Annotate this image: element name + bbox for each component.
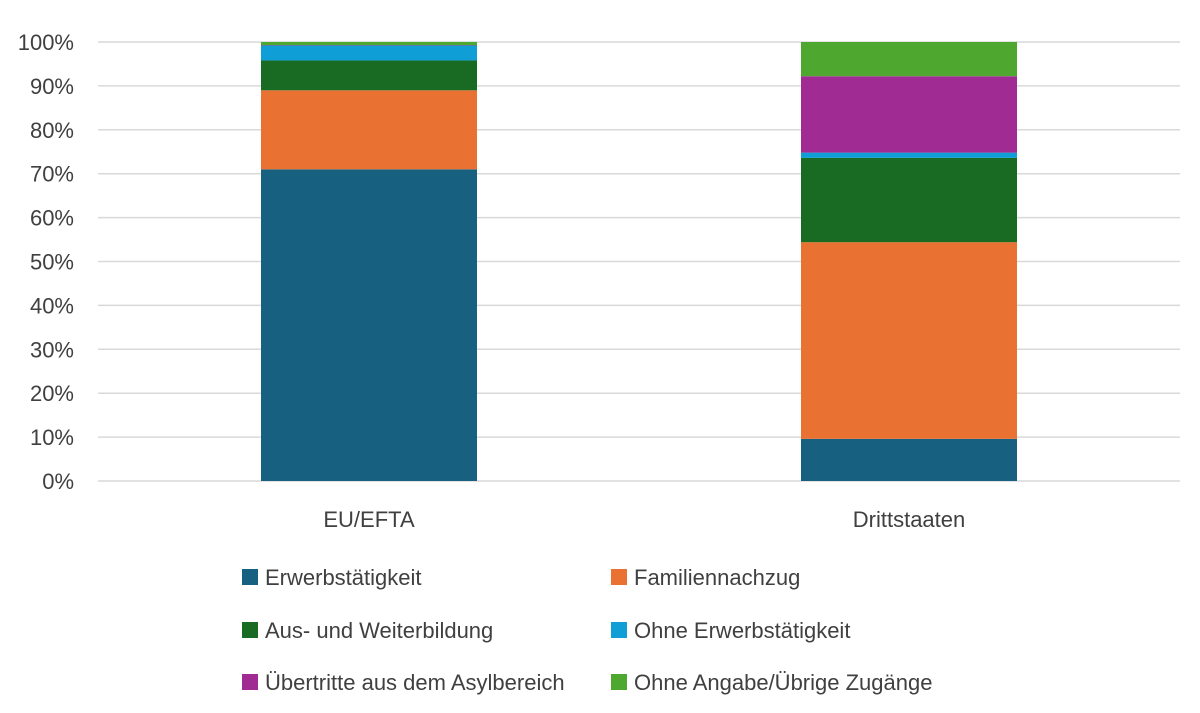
y-tick-label: 70% bbox=[30, 162, 74, 187]
legend-item: Erwerbstätigkeit bbox=[242, 565, 422, 590]
legend-item: Übertritte aus dem Asylbereich bbox=[242, 670, 565, 695]
y-tick-label: 30% bbox=[30, 337, 74, 362]
legend-swatch bbox=[611, 674, 627, 690]
bar-segment bbox=[261, 90, 477, 170]
bar-segment bbox=[801, 242, 1017, 439]
bar-segment bbox=[261, 169, 477, 481]
y-tick-label: 0% bbox=[42, 469, 74, 494]
bar-segment bbox=[801, 438, 1017, 481]
bar-segment bbox=[261, 45, 477, 61]
legend-label: Aus- und Weiterbildung bbox=[265, 618, 493, 643]
bar-segment bbox=[801, 42, 1017, 77]
legend-item: Ohne Erwerbstätigkeit bbox=[611, 618, 850, 643]
legend-swatch bbox=[611, 569, 627, 585]
bar-stack-2 bbox=[801, 42, 1017, 481]
bar-segment bbox=[801, 76, 1017, 153]
legend-label: Ohne Erwerbstätigkeit bbox=[634, 618, 850, 643]
y-tick-label: 80% bbox=[30, 118, 74, 143]
y-tick-label: 90% bbox=[30, 74, 74, 99]
y-axis-tick-labels: 0% 10% 20% 30% 40% 50% 60% 70% 80% 90% 100% bbox=[18, 30, 74, 494]
x-tick-label: Drittstaaten bbox=[853, 507, 966, 532]
legend-item: Ohne Angabe/Übrige Zugänge bbox=[611, 670, 932, 695]
legend-item: Familiennachzug bbox=[611, 565, 800, 590]
gridlines bbox=[98, 41, 1180, 482]
legend-label: Ohne Angabe/Übrige Zugänge bbox=[634, 670, 932, 695]
bar-segment bbox=[261, 42, 477, 46]
legend-item: Aus- und Weiterbildung bbox=[242, 618, 493, 643]
y-tick-label: 60% bbox=[30, 206, 74, 231]
legend-swatch bbox=[611, 622, 627, 638]
legend-swatch bbox=[242, 674, 258, 690]
bar-segment bbox=[261, 60, 477, 91]
bar-stack-1 bbox=[261, 42, 477, 481]
x-tick-label: EU/EFTA bbox=[323, 507, 415, 532]
legend-swatch bbox=[242, 622, 258, 638]
y-tick-label: 10% bbox=[30, 425, 74, 450]
y-tick-label: 50% bbox=[30, 250, 74, 275]
bar-segment bbox=[801, 157, 1017, 243]
bars bbox=[261, 42, 1017, 481]
legend-swatch bbox=[242, 569, 258, 585]
legend-label: Übertritte aus dem Asylbereich bbox=[265, 670, 565, 695]
legend-label: Familiennachzug bbox=[634, 565, 800, 590]
y-tick-label: 100% bbox=[18, 30, 74, 55]
y-tick-label: 20% bbox=[30, 381, 74, 406]
legend-label: Erwerbstätigkeit bbox=[265, 565, 422, 590]
bar-segment bbox=[801, 152, 1017, 158]
y-tick-label: 40% bbox=[30, 293, 74, 318]
legend: Erwerbstätigkeit Familiennachzug Aus- und … bbox=[242, 565, 932, 695]
x-axis-tick-labels: EU/EFTA Drittstaaten bbox=[323, 507, 965, 532]
